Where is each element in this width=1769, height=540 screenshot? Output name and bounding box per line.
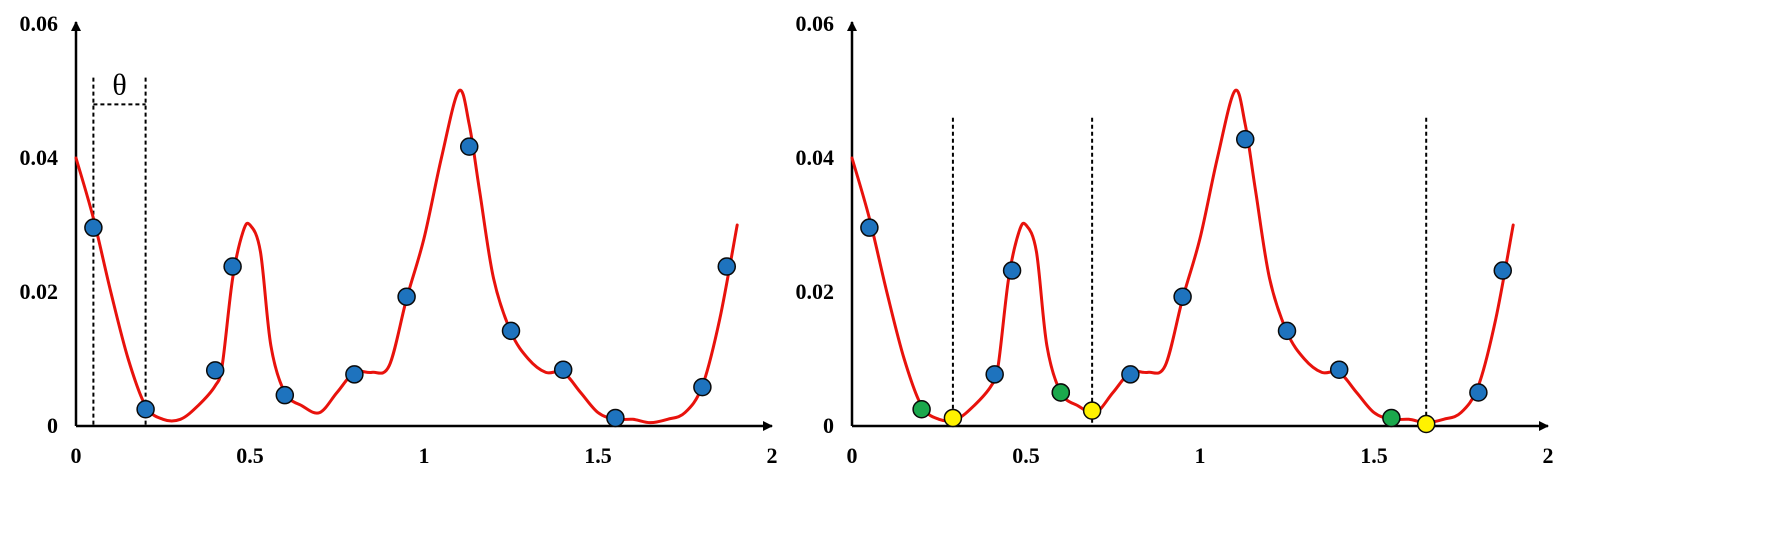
sample-point-marker <box>693 377 712 397</box>
sample-point-marker <box>397 287 416 306</box>
x-tick-label: 2 <box>767 443 778 468</box>
sample-point-marker <box>1277 321 1297 341</box>
y-tick-label: 0.06 <box>20 11 59 36</box>
y-tick-label: 0.02 <box>796 279 835 304</box>
sample-point-marker <box>1329 360 1349 379</box>
curve-line <box>850 88 1515 425</box>
sample-point-marker <box>1173 287 1192 306</box>
x-tick-label: 0 <box>71 443 82 468</box>
sample-point-marker <box>205 361 225 380</box>
sample-point-marker <box>223 257 242 276</box>
x-tick-label: 0.5 <box>1012 443 1040 468</box>
theta-label: θ <box>112 68 126 101</box>
sample-point-marker <box>345 365 364 384</box>
sample-point-marker <box>1002 261 1022 280</box>
sample-point-marker <box>553 360 573 379</box>
sample-point-marker <box>84 218 103 237</box>
curve-line <box>74 88 739 425</box>
sample-point-marker <box>1469 383 1488 402</box>
green-point-marker <box>1051 383 1071 402</box>
sample-point-marker <box>985 365 1004 384</box>
green-point-marker <box>1382 408 1401 428</box>
sample-point-marker <box>1235 129 1255 149</box>
sample-point-marker <box>501 321 521 341</box>
panel-right: 0 0.5 1 1.5 2 0 0.02 0.04 0.06 <box>796 11 1554 468</box>
yellow-point-marker <box>1416 414 1436 434</box>
sample-point-marker <box>860 218 879 237</box>
x-tick-label: 1 <box>1195 443 1206 468</box>
sample-point-marker <box>275 385 295 405</box>
x-tick-label: 0.5 <box>236 443 264 468</box>
yellow-point-marker <box>1082 401 1102 420</box>
sample-point-marker <box>1493 261 1513 280</box>
y-tick-label: 0.04 <box>20 145 59 170</box>
y-tick-label: 0 <box>47 413 58 438</box>
panel-left: 0 0.5 1 1.5 2 0 0.02 0.04 0.06 θ <box>20 11 778 468</box>
y-tick-label: 0.06 <box>796 11 835 36</box>
x-tick-label: 1.5 <box>1360 443 1388 468</box>
y-tick-label: 0 <box>823 413 834 438</box>
x-tick-label: 2 <box>1543 443 1554 468</box>
x-tick-label: 0 <box>847 443 858 468</box>
y-tick-label: 0.04 <box>796 145 835 170</box>
sample-point-marker <box>1121 365 1140 384</box>
sample-point-marker <box>459 137 479 156</box>
green-point-marker <box>912 400 931 419</box>
x-tick-label: 1 <box>419 443 430 468</box>
yellow-point-marker <box>943 408 963 428</box>
y-tick-label: 0.02 <box>20 279 59 304</box>
sample-point-marker <box>717 257 737 276</box>
x-tick-label: 1.5 <box>584 443 612 468</box>
sample-point-marker <box>136 400 155 419</box>
sample-point-marker <box>606 408 625 428</box>
